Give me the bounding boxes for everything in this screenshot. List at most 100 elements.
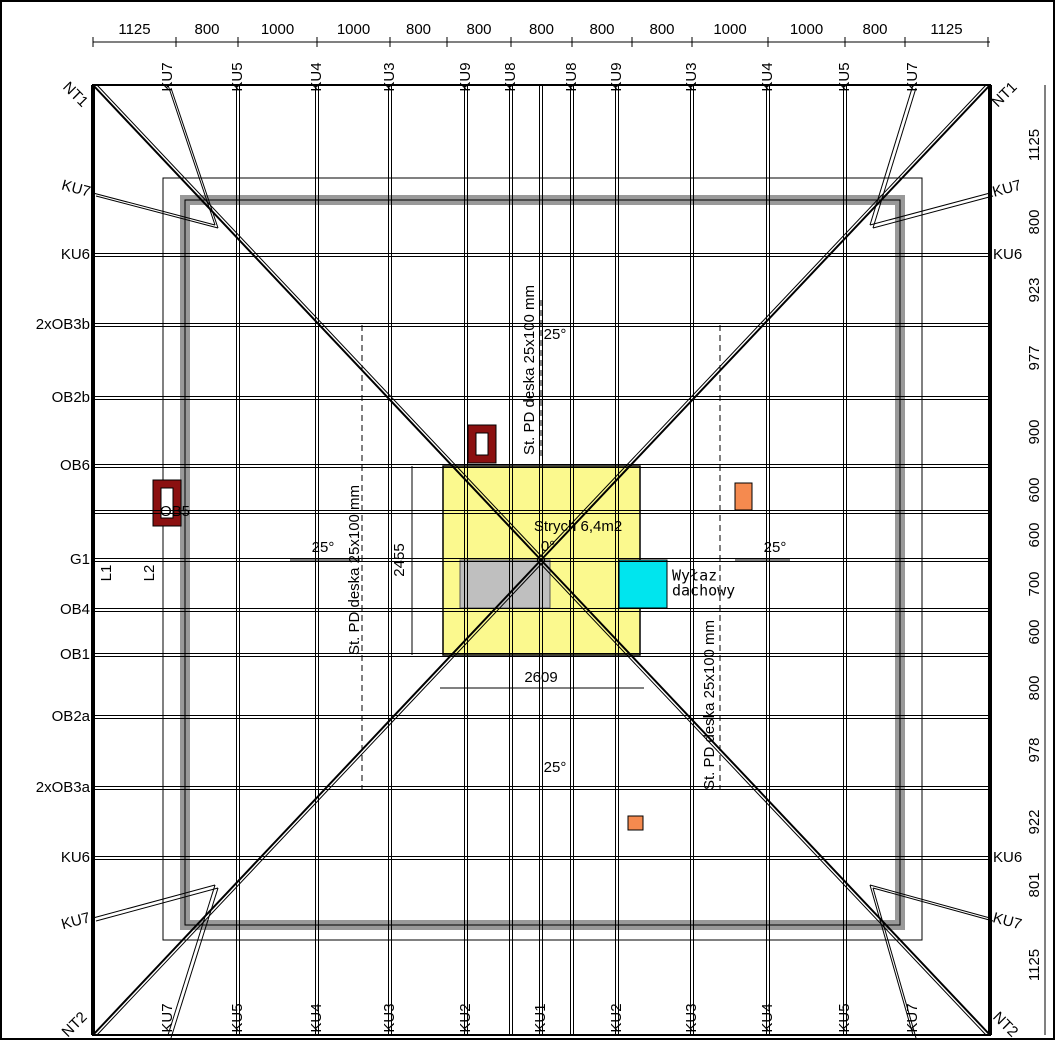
rafter-label: KU4: [308, 1003, 325, 1032]
purlin-label: OB2b: [52, 389, 90, 406]
rafter-label: KU7: [904, 62, 921, 91]
dimension-label: 600: [1026, 522, 1043, 547]
rafter-label: KU7: [904, 1003, 921, 1032]
dimension-label: 800: [194, 21, 219, 38]
corner-rafter: [869, 84, 914, 226]
purlin-label: KU7: [991, 177, 1024, 201]
rafter-label: NT2: [989, 1009, 1021, 1040]
vent: [627, 815, 644, 831]
purlin-label: KU6: [993, 246, 1022, 263]
hip-rafter: [96, 84, 546, 561]
rafter-label: KU9: [457, 62, 474, 91]
side-label: L2: [141, 565, 158, 582]
dimension-label: 1000: [261, 21, 294, 38]
slope-label: 25°: [312, 539, 335, 556]
rafter-label: KU3: [683, 1003, 700, 1032]
dimension-label: 977: [1026, 345, 1043, 370]
corner-rafter: [167, 84, 216, 226]
rafter-label: KU1: [532, 1003, 549, 1032]
purlin-label: KU6: [61, 849, 90, 866]
vent: [734, 482, 753, 511]
corner-rafter: [872, 887, 994, 922]
flat-label: 0°: [541, 538, 555, 555]
rafter-label: KU7: [159, 62, 176, 91]
dimension-label: 1000: [337, 21, 370, 38]
hip-rafter: [536, 559, 987, 1036]
purlin-label: 2xOB3b: [36, 316, 90, 333]
dimension-label: 923: [1026, 277, 1043, 302]
corner-rafter: [92, 192, 216, 226]
rafter-label: KU2: [457, 1003, 474, 1032]
rafter-label: KU4: [759, 62, 776, 91]
dimension-label: 800: [406, 21, 431, 38]
rafter-label: KU4: [308, 62, 325, 91]
corner-rafter: [872, 887, 917, 1039]
board-label: St. PD deska 25x100 mm: [701, 620, 718, 790]
board-label: St. PD deska 25x100 mm: [346, 485, 363, 655]
purlin-label: OB6: [60, 457, 90, 474]
purlin-label: OB1: [60, 646, 90, 663]
dimension-label: 2609: [524, 669, 557, 686]
rafter-label: NT1: [989, 79, 1021, 111]
rafter-label: KU5: [229, 1003, 246, 1032]
rafter-label: KU3: [381, 62, 398, 91]
corner-rafter: [95, 195, 219, 229]
dimension-label: 900: [1026, 419, 1043, 444]
hatch-label: Wyłaz: [672, 567, 717, 585]
corner-rafter: [95, 887, 219, 922]
slope-label: 25°: [544, 759, 567, 776]
slope-label: 25°: [544, 326, 567, 343]
dimension-label: 1125: [118, 21, 150, 38]
roof-hatch: [618, 559, 668, 609]
corner-rafter: [872, 195, 994, 229]
dimension-label: 922: [1026, 809, 1043, 834]
dimension-label: 978: [1026, 737, 1043, 762]
dimension-label: 700: [1026, 571, 1043, 596]
purlin-label: KU7: [60, 177, 93, 201]
hip-rafter: [96, 559, 546, 1036]
hip-rafter: [540, 84, 991, 561]
hatch-label: dachowy: [672, 582, 735, 600]
rafter-label: KU9: [608, 62, 625, 91]
corner-rafter: [869, 884, 991, 919]
rafter-label: KU2: [608, 1003, 625, 1032]
dimension-label: 2455: [391, 543, 408, 576]
purlin-label: OB2a: [52, 708, 91, 725]
drawing: [91, 37, 1046, 1039]
corner-rafter: [167, 884, 216, 1036]
rafter-label: KU8: [502, 62, 519, 91]
dimension-label: 1000: [790, 21, 823, 38]
rafter-label: KU8: [563, 62, 580, 91]
dimension-label: 1125: [1026, 129, 1043, 161]
purlin-label: 2xOB3a: [36, 779, 91, 796]
hip-rafter: [540, 559, 991, 1036]
dimension-label: 800: [589, 21, 614, 38]
dimension-label: 1000: [713, 21, 746, 38]
purlin-label: KU6: [61, 246, 90, 263]
rafter-label: NT1: [59, 79, 91, 111]
dimension-label: 600: [1026, 619, 1043, 644]
dimension-label: 800: [1026, 209, 1043, 234]
dimension-label: 800: [466, 21, 491, 38]
corner-rafter: [92, 884, 216, 919]
dimension-label: 600: [1026, 477, 1043, 502]
board-label: St. PD deska 25x100 mm: [521, 285, 538, 455]
roof-outline: [92, 84, 991, 1036]
hip-rafter: [92, 84, 542, 561]
side-label: OB5: [160, 503, 190, 520]
purlin-label: G1: [70, 551, 90, 568]
corner-rafter: [869, 192, 991, 226]
rafter-label: KU3: [683, 62, 700, 91]
purlin-label: KU7: [991, 909, 1024, 933]
corner-rafter: [170, 887, 219, 1039]
dimension-label: 1125: [1026, 949, 1043, 981]
dimension-label: 800: [862, 21, 887, 38]
dimension-label: 800: [649, 21, 674, 38]
dimension-label: 800: [529, 21, 554, 38]
corner-rafter: [872, 87, 917, 229]
chimney-flue: [475, 432, 489, 456]
slope-label: 25°: [764, 539, 787, 556]
dimension-label: 1125: [930, 21, 962, 38]
side-label: L1: [98, 565, 115, 582]
